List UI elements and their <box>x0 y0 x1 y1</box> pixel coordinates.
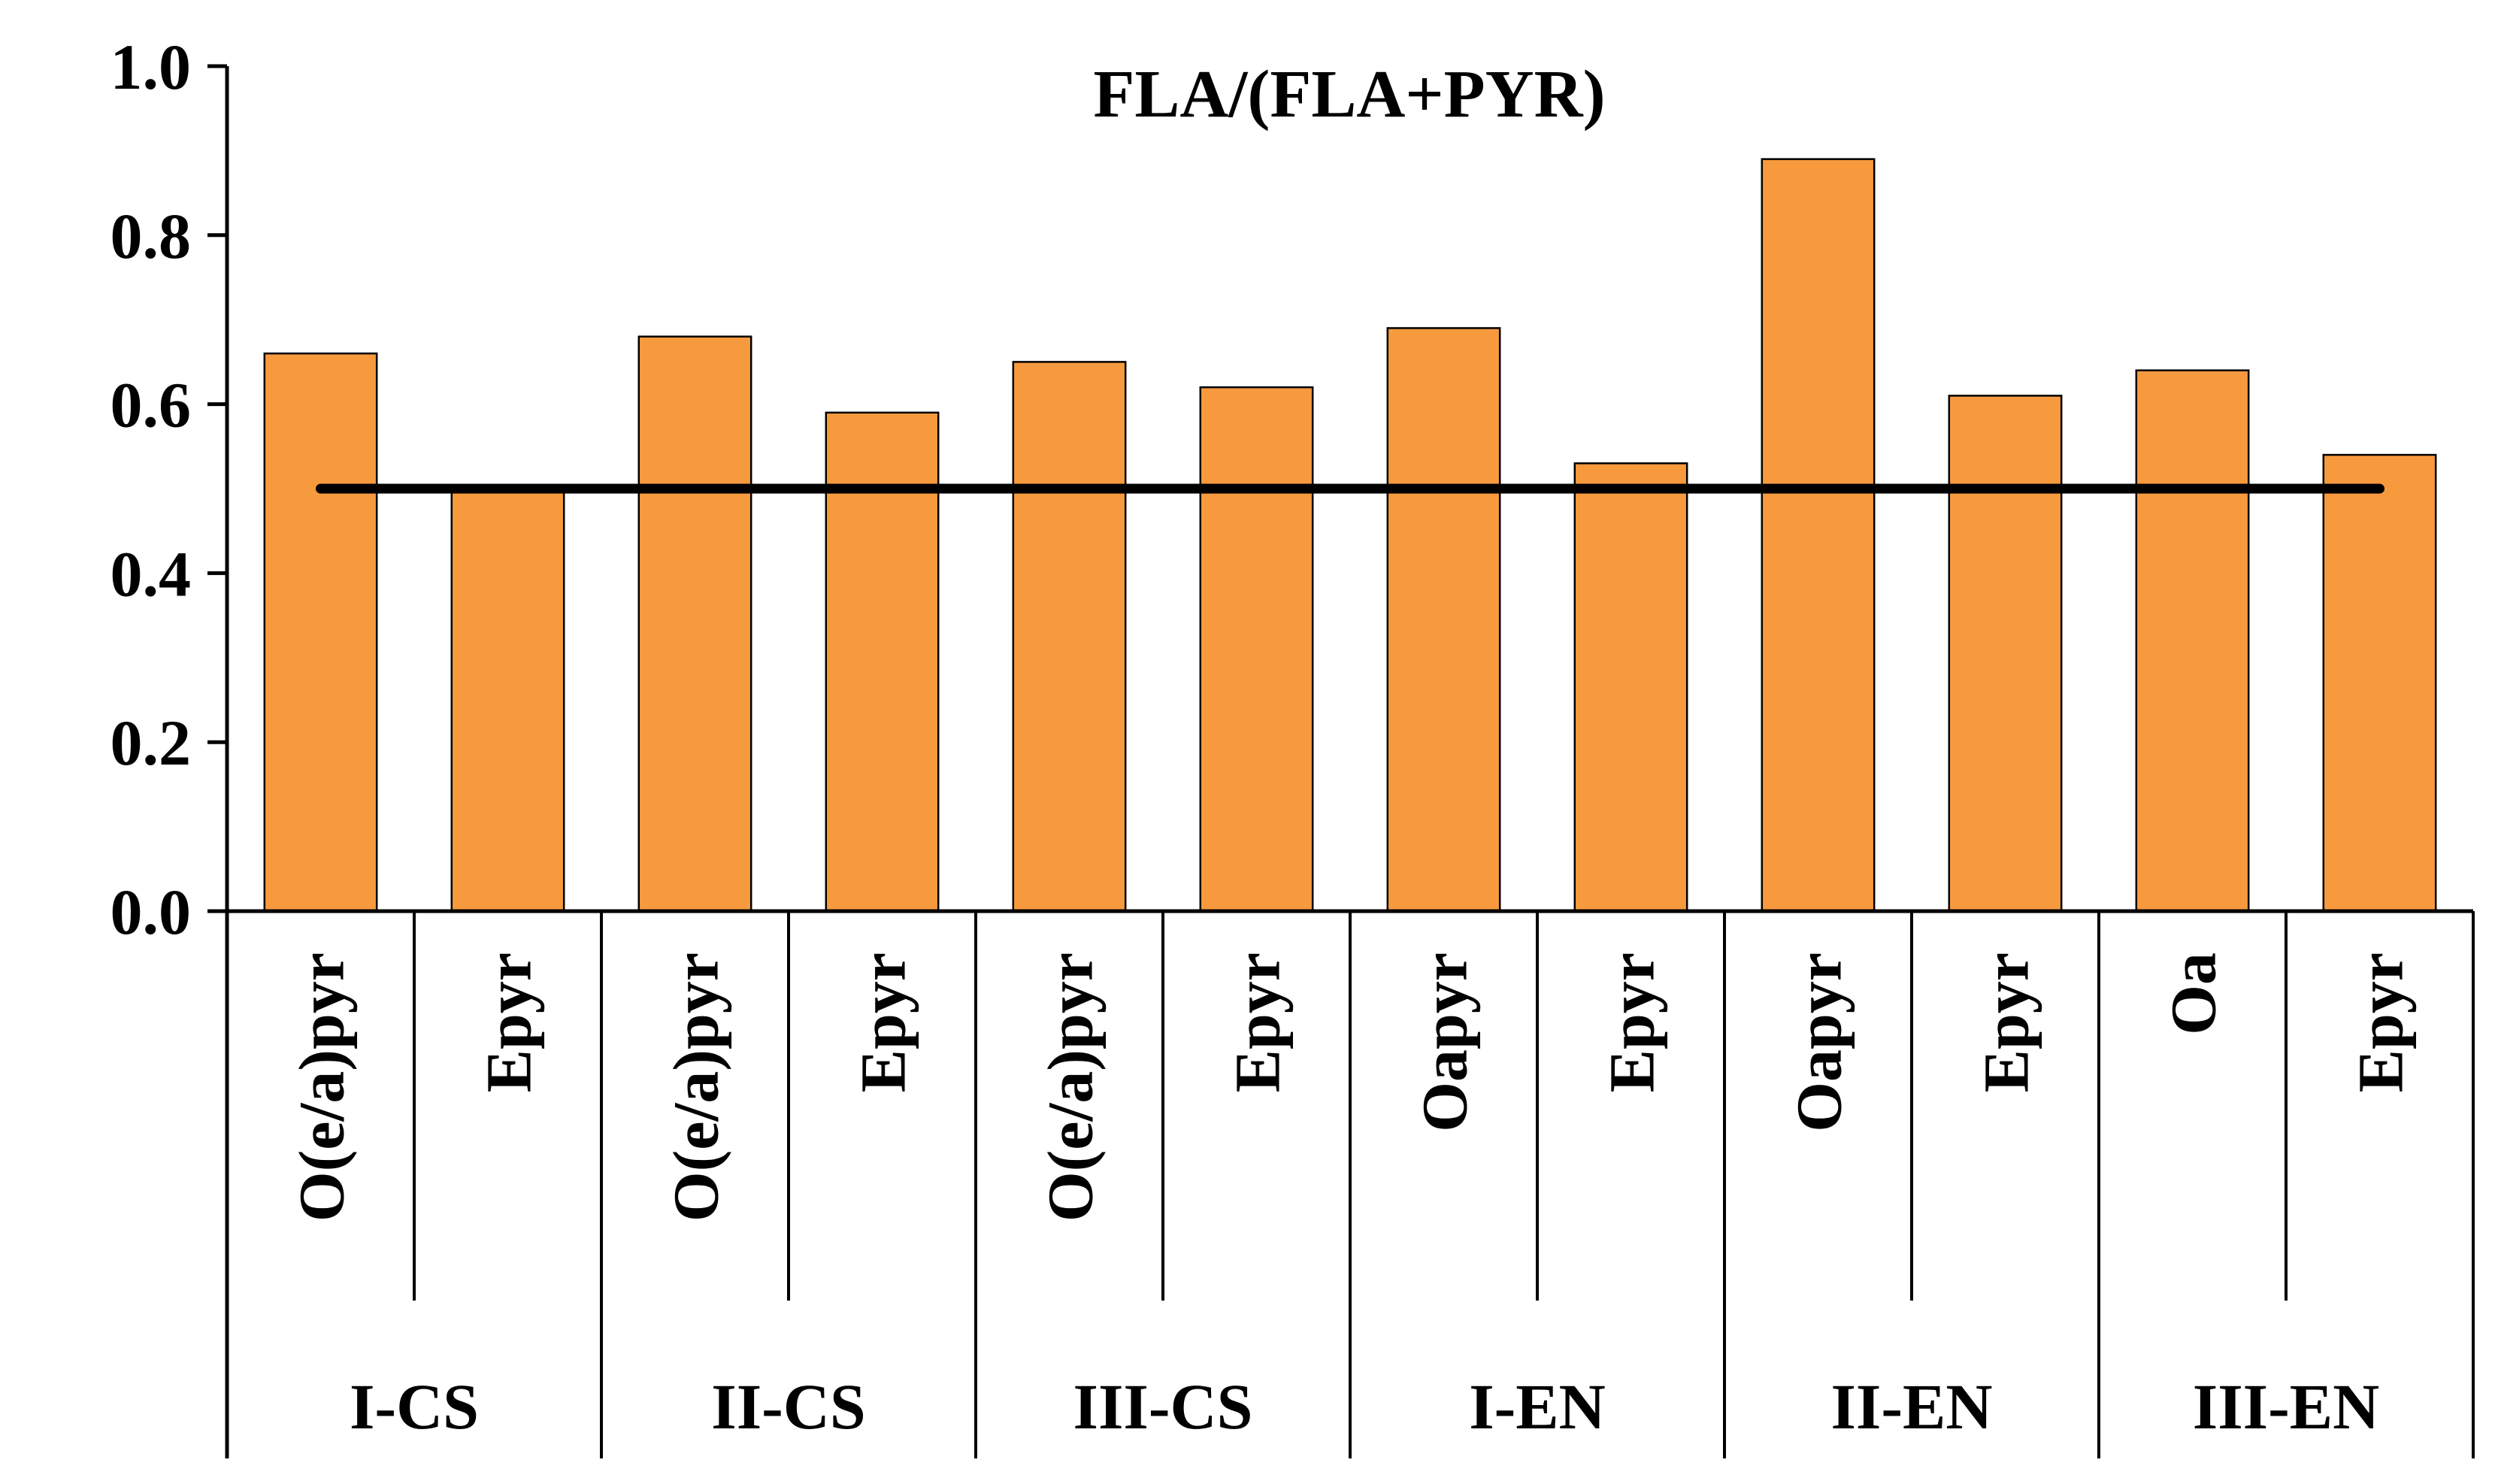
bar <box>1948 395 2063 913</box>
y-tick-label: 0.8 <box>111 200 192 272</box>
bar <box>1761 158 1876 913</box>
bar <box>2322 453 2437 913</box>
bar <box>1199 386 1314 913</box>
bars <box>263 158 2437 913</box>
bar <box>450 487 565 913</box>
bar <box>1386 327 1501 913</box>
category-label: O(e/a)pyr <box>1034 952 1107 1222</box>
category-label: O(e/a)pyr <box>660 952 732 1222</box>
y-tick-label: 0.6 <box>111 369 192 441</box>
y-axis: 0.0 0.2 0.4 0.6 0.8 1.0 <box>111 31 229 1458</box>
bar <box>1012 361 1127 913</box>
category-label: Epyr <box>1970 952 2042 1092</box>
category-label: Epyr <box>847 952 919 1092</box>
y-tick-label: 0.4 <box>111 538 192 610</box>
group-label: II-EN <box>1830 1370 1992 1443</box>
bar <box>1573 462 1688 913</box>
chart-title: FLA/(FLA+PYR) <box>1093 57 1605 132</box>
group-label: II-CS <box>711 1370 866 1443</box>
y-tick-label: 0.2 <box>111 707 192 779</box>
category-label: Oa <box>2157 952 2230 1035</box>
category-label: Oapyr <box>1409 952 1481 1132</box>
bar <box>637 335 752 913</box>
category-label: Epyr <box>473 952 545 1092</box>
bar <box>263 352 378 913</box>
category-label: Oapyr <box>1783 952 1855 1132</box>
x-axis: O(e/a)pyr Epyr O(e/a)pyr Epyr O(e/a)pyr Epyr O… <box>207 909 2475 1458</box>
y-tick-label: 1.0 <box>111 31 192 103</box>
group-label: III-CS <box>1073 1370 1253 1443</box>
category-label: O(e/a)pyr <box>286 952 358 1222</box>
group-label: III-EN <box>2193 1370 2380 1443</box>
group-label: I-CS <box>350 1370 479 1443</box>
group-label: I-EN <box>1469 1370 1606 1443</box>
category-label: Epyr <box>2345 952 2417 1092</box>
bar <box>2135 369 2250 913</box>
category-label: Epyr <box>1596 952 1668 1092</box>
y-tick-label: 0.0 <box>111 876 192 948</box>
category-label: Epyr <box>1222 952 1294 1092</box>
